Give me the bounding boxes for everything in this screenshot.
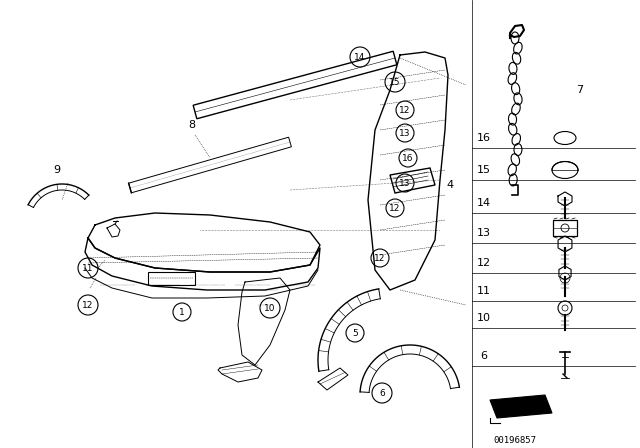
Text: 6: 6	[379, 388, 385, 397]
Text: 16: 16	[403, 154, 413, 163]
Text: 12: 12	[399, 105, 411, 115]
Text: 10: 10	[477, 313, 491, 323]
Text: 14: 14	[355, 52, 365, 61]
Text: 10: 10	[264, 303, 276, 313]
Text: 15: 15	[389, 78, 401, 86]
Text: 1: 1	[179, 307, 185, 316]
Polygon shape	[490, 395, 552, 418]
Text: 12: 12	[374, 254, 386, 263]
Text: 5: 5	[352, 328, 358, 337]
Text: 11: 11	[477, 286, 491, 296]
Text: 12: 12	[477, 258, 491, 268]
Text: 12: 12	[83, 301, 93, 310]
Text: 12: 12	[389, 203, 401, 212]
Text: 16: 16	[477, 133, 491, 143]
Text: 00196857: 00196857	[493, 435, 536, 444]
Text: 6: 6	[481, 351, 488, 361]
Text: 8: 8	[188, 120, 196, 130]
Text: 9: 9	[53, 165, 61, 175]
Text: 13: 13	[399, 178, 411, 188]
Text: 11: 11	[83, 263, 93, 272]
Text: 7: 7	[577, 85, 584, 95]
Text: 14: 14	[477, 198, 491, 208]
Text: 13: 13	[477, 228, 491, 238]
Text: 15: 15	[477, 165, 491, 175]
Text: 4: 4	[447, 180, 454, 190]
Text: 13: 13	[399, 129, 411, 138]
